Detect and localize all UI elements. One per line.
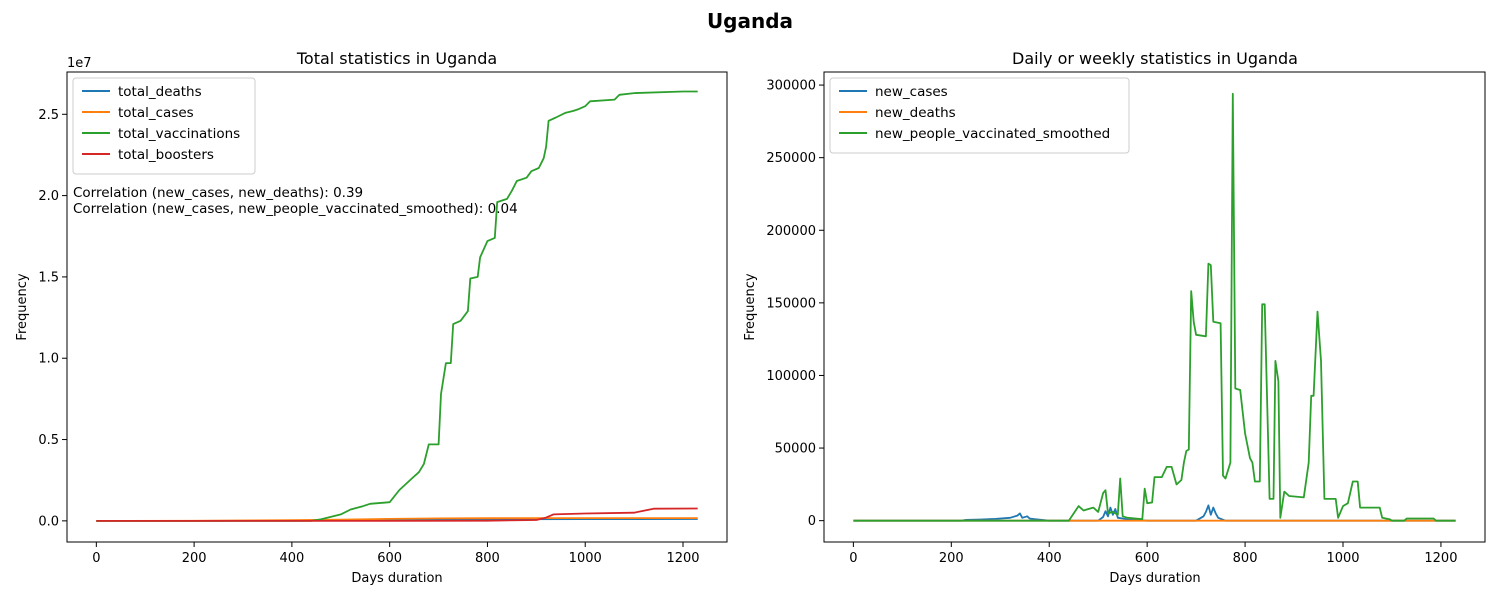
left-x-tick-label: 600: [377, 551, 402, 566]
left-x-tick-label: 1200: [666, 551, 699, 566]
left-y-ticks: 0.0 0.5 1.0 1.5 2.0 2.5: [38, 108, 67, 529]
left-y-tick-label: 0.0: [38, 514, 59, 529]
right-legend-box: [829, 77, 1130, 154]
left-y-tick-label: 2.5: [38, 108, 59, 123]
correlation-annotation-2: Correlation (new_cases, new_people_vacci…: [73, 201, 518, 217]
correlation-annotation-1: Correlation (new_cases, new_deaths): 0.3…: [73, 185, 363, 201]
left-x-tick-label: 800: [475, 551, 500, 566]
right-y-ticks: 0 50000 100000 150000 200000 250000 300000: [766, 79, 824, 529]
left-y-tick-label: 2.0: [38, 189, 59, 204]
left-chart-title: Total statistics in Uganda: [296, 49, 497, 68]
right-x-tick-label: 1000: [1326, 551, 1359, 566]
legend-label-total_boosters: total_boosters: [118, 147, 214, 163]
right-y-tick-label: 200000: [766, 224, 816, 239]
left-y-tick-label: 1.5: [38, 270, 59, 285]
right-x-tick-label: 800: [1233, 551, 1258, 566]
left-x-tick-label: 400: [279, 551, 304, 566]
series-line-new_people_vaccinated_smoothed: [853, 92, 1456, 522]
left-legend: total_deaths total_cases total_vaccination…: [72, 77, 256, 175]
legend-label-new_deaths: new_deaths: [875, 105, 956, 121]
series-line-total_vaccinations: [96, 90, 698, 522]
left-y-tick-label: 0.5: [38, 433, 59, 448]
right-x-tick-label: 1200: [1424, 551, 1457, 566]
right-y-tick-label: 150000: [766, 296, 816, 311]
legend-label-new_cases: new_cases: [875, 84, 948, 100]
right-y-tick-label: 50000: [775, 442, 816, 457]
series-line-new_cases: [853, 504, 1456, 522]
legend-label-total_cases: total_cases: [118, 105, 194, 121]
right-chart-panel: Daily or weekly statistics in Uganda Day…: [743, 49, 1486, 586]
left-plot-frame: [66, 71, 728, 543]
left-y-offset-label: 1e7: [67, 56, 92, 71]
legend-label-total_deaths: total_deaths: [118, 84, 202, 100]
right-chart-title: Daily or weekly statistics in Uganda: [1012, 49, 1298, 68]
right-y-tick-label: 250000: [766, 151, 816, 166]
right-x-tick-label: 200: [939, 551, 964, 566]
right-x-tick-label: 600: [1135, 551, 1160, 566]
left-x-tick-label: 200: [182, 551, 207, 566]
right-x-axis-label: Days duration: [1109, 571, 1200, 586]
series-line-total_boosters: [96, 507, 698, 522]
left-x-tick-label: 0: [92, 551, 100, 566]
left-y-tick-label: 1.0: [38, 352, 59, 367]
right-x-tick-label: 0: [849, 551, 857, 566]
left-chart-panel: Total statistics in Uganda Days duration…: [15, 49, 728, 586]
right-x-tick-label: 400: [1037, 551, 1062, 566]
right-plot-frame: [823, 71, 1486, 543]
left-series-lines: [96, 90, 698, 522]
right-series-lines: [853, 92, 1456, 522]
left-x-axis-label: Days duration: [351, 571, 442, 586]
left-legend-box: [72, 77, 256, 175]
right-y-axis-label: Frequency: [743, 273, 758, 340]
left-x-ticks: 0 200 400 600 800 1000 1200: [92, 542, 700, 566]
figure-title: Uganda: [707, 9, 793, 33]
legend-label-total_vaccinations: total_vaccinations: [118, 126, 240, 142]
left-y-axis-label: Frequency: [15, 273, 30, 340]
right-y-tick-label: 100000: [766, 369, 816, 384]
legend-label-new_people_vaccinated_smoothed: new_people_vaccinated_smoothed: [875, 126, 1110, 142]
right-y-tick-label: 300000: [766, 79, 816, 94]
right-x-ticks: 0 200 400 600 800 1000 1200: [849, 542, 1457, 566]
right-legend: new_cases new_deaths new_people_vaccinated…: [829, 77, 1130, 154]
left-x-tick-label: 1000: [569, 551, 602, 566]
right-y-tick-label: 0: [808, 514, 816, 529]
